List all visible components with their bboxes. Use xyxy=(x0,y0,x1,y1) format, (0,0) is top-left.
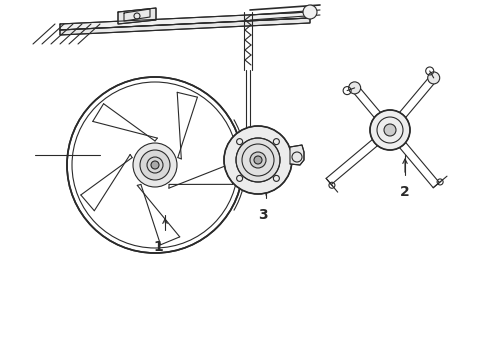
Text: 2: 2 xyxy=(400,185,410,199)
Polygon shape xyxy=(290,145,304,165)
Polygon shape xyxy=(118,8,156,24)
Circle shape xyxy=(140,150,170,180)
Circle shape xyxy=(428,72,440,84)
Circle shape xyxy=(250,152,266,168)
Circle shape xyxy=(151,161,159,169)
Text: 3: 3 xyxy=(258,208,268,222)
Polygon shape xyxy=(60,18,310,35)
Circle shape xyxy=(349,82,361,94)
Circle shape xyxy=(384,124,396,136)
Circle shape xyxy=(303,5,317,19)
Circle shape xyxy=(224,126,292,194)
Circle shape xyxy=(236,138,280,182)
Circle shape xyxy=(133,143,177,187)
Circle shape xyxy=(254,156,262,164)
Text: 1: 1 xyxy=(153,240,163,254)
Circle shape xyxy=(370,110,410,150)
Polygon shape xyxy=(60,12,310,30)
Circle shape xyxy=(67,77,243,253)
